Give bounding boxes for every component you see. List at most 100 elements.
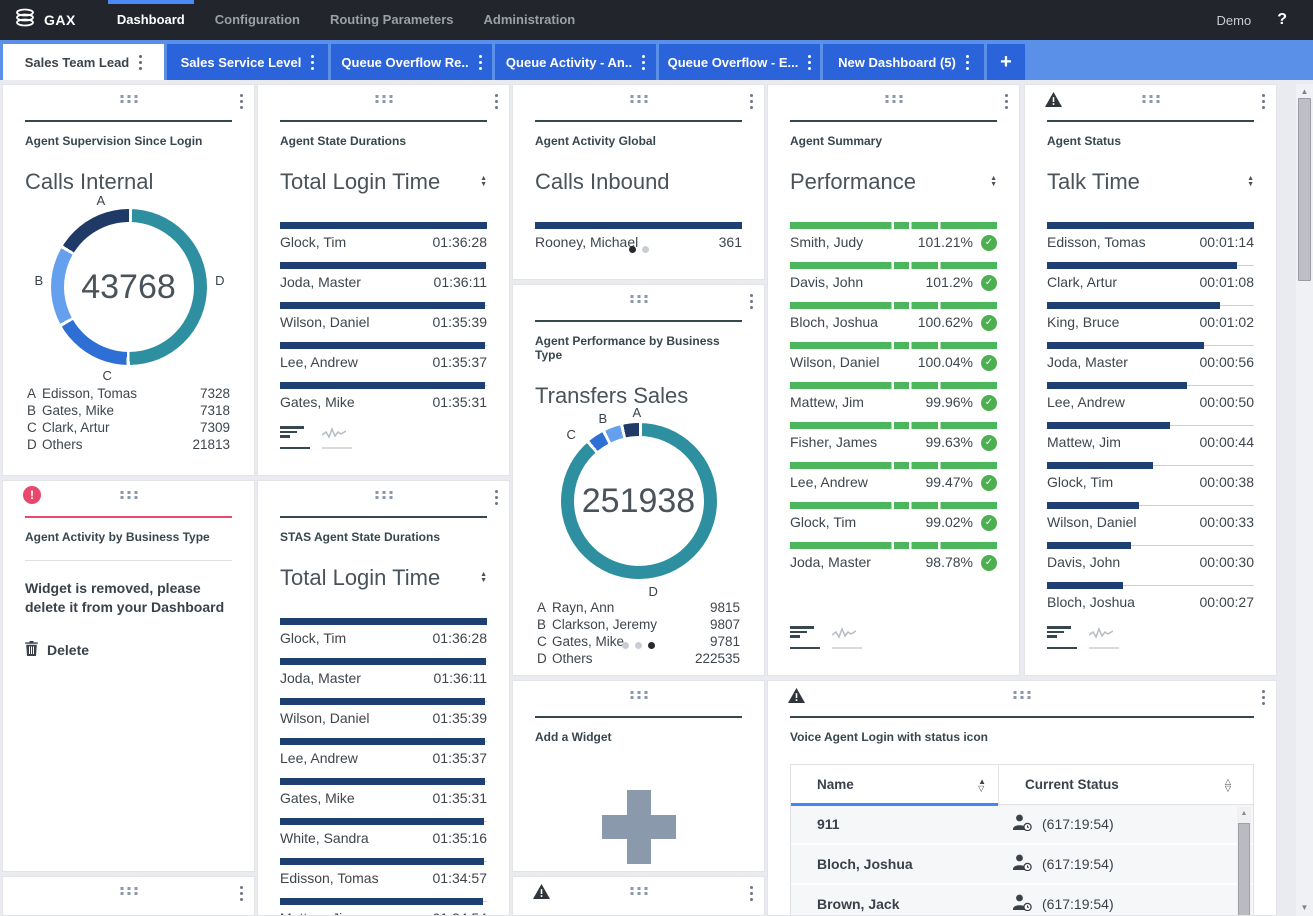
widget-menu-icon[interactable] (1262, 690, 1265, 705)
drag-handle-icon[interactable] (1142, 95, 1159, 103)
bar (280, 698, 486, 705)
legend-row: C Clark, Artur 7309 (27, 419, 230, 436)
check-icon: ✓ (981, 234, 997, 251)
page-dot[interactable] (635, 642, 642, 649)
page-dot[interactable] (641, 246, 649, 253)
drag-handle-icon[interactable] (630, 691, 647, 699)
help-icon[interactable]: ? (1277, 11, 1287, 28)
tab-menu-icon[interactable] (965, 54, 969, 70)
delete-widget-button[interactable]: Delete (25, 641, 115, 659)
slice-label-c: C (566, 427, 576, 442)
tab-new-dashboard-5[interactable]: New Dashboard (5) (823, 44, 984, 80)
legend-row: B Clarkson, Jeremy 9807 (537, 616, 740, 633)
tab-sales-service-level[interactable]: Sales Service Level (167, 44, 328, 80)
agent-name: Joda, Master (280, 670, 361, 686)
drag-handle-icon[interactable] (630, 95, 647, 103)
nav-administration[interactable]: Administration (483, 12, 576, 27)
widget-performance: Agent Summary Performance ▲ ▼ Smith, Judy 1… (767, 84, 1020, 676)
bar-view-icon[interactable] (790, 626, 820, 649)
table-row[interactable]: 911 (617:19:54) (791, 805, 1253, 845)
divider (280, 516, 487, 518)
list-item: Bloch, Joshua 00:00:27 (1047, 582, 1254, 611)
user-menu[interactable]: Demo (1216, 12, 1252, 28)
sparkline-view-icon[interactable] (1088, 626, 1119, 649)
status-value: (617:19:54) (1042, 816, 1114, 832)
page-scrollbar[interactable]: ▲ ▼ (1296, 84, 1313, 916)
tab-menu-icon[interactable] (478, 54, 482, 70)
bar-view-icon[interactable] (280, 426, 310, 449)
page-dot[interactable] (648, 642, 655, 649)
add-widget-button[interactable] (601, 790, 676, 864)
page-dot[interactable] (622, 642, 629, 649)
tab-queue-activity-an[interactable]: Queue Activity - An.. (495, 44, 656, 80)
widget-title: Transfers Sales (535, 383, 689, 408)
scroll-up-icon[interactable]: ▲ (1240, 810, 1248, 817)
tab-label: Sales Team Lead (24, 54, 130, 70)
widget-menu-icon[interactable] (1262, 94, 1265, 109)
widget-header (258, 85, 509, 115)
legend-name: Others (42, 437, 83, 452)
drag-handle-icon[interactable] (630, 887, 647, 895)
slice-label-a: A (632, 405, 642, 420)
scrollbar-thumb[interactable] (1238, 823, 1250, 915)
widget-source: Agent Activity by Business Type (25, 530, 210, 544)
list-item: Wilson, Daniel 100.04% ✓ (790, 342, 997, 371)
widget-menu-icon[interactable] (750, 294, 753, 309)
drag-handle-icon[interactable] (1013, 691, 1031, 699)
brand: GAX (14, 8, 76, 33)
sparkline-view-icon[interactable] (321, 426, 352, 449)
sort-icon[interactable]: ▲ ▽ (978, 776, 986, 793)
metric-value: 100.04% (917, 354, 973, 370)
status-value: (617:19:54) (1042, 896, 1114, 912)
tab-queue-overflow-re[interactable]: Queue Overflow Re.. (331, 44, 492, 80)
page-dot[interactable] (628, 246, 636, 253)
divider (25, 560, 232, 561)
agent-name: Joda, Master (280, 274, 361, 290)
widget-menu-icon[interactable] (750, 94, 753, 109)
drag-handle-icon[interactable] (885, 95, 902, 103)
widget-menu-icon[interactable] (495, 490, 498, 505)
column-header-name[interactable]: Name ▲ ▽ (791, 765, 999, 806)
drag-handle-icon[interactable] (630, 295, 647, 303)
sort-icon[interactable]: ▲ ▼ (990, 175, 997, 188)
scroll-up-icon[interactable]: ▲ (1300, 87, 1309, 96)
list-item: Mattew, Jim 99.96% ✓ (790, 382, 997, 411)
drag-handle-icon[interactable] (375, 95, 392, 103)
column-header-current-status[interactable]: Current Status △ ▽ (999, 765, 1253, 804)
drag-handle-icon[interactable] (375, 491, 392, 499)
tab-menu-icon[interactable] (808, 54, 812, 70)
bar-view-icon[interactable] (1047, 626, 1077, 649)
nav-configuration[interactable]: Configuration (214, 12, 300, 27)
table-row[interactable]: Bloch, Joshua (617:19:54) (791, 845, 1253, 885)
table-row[interactable]: Brown, Jack (617:19:54) (791, 885, 1253, 915)
sort-icon[interactable]: ▲ ▼ (480, 571, 487, 584)
nav-dashboard[interactable]: Dashboard (102, 0, 200, 40)
drag-handle-icon[interactable] (120, 887, 137, 895)
sparkline-view-icon[interactable] (831, 626, 862, 649)
tab-menu-icon[interactable] (642, 54, 646, 70)
drag-handle-icon[interactable] (120, 95, 137, 103)
widget-menu-icon[interactable] (495, 94, 498, 109)
sort-icon[interactable]: ▲ ▼ (1247, 175, 1254, 188)
drag-handle-icon[interactable] (120, 491, 137, 499)
scrollbar-thumb[interactable] (1298, 98, 1311, 281)
tab-queue-overflow-e[interactable]: Queue Overflow - E... (659, 44, 820, 80)
tab-menu-icon[interactable] (139, 54, 143, 70)
widget-menu-icon[interactable] (750, 886, 753, 901)
widget-menu-icon[interactable] (240, 94, 243, 109)
sort-icon[interactable]: ▲ ▼ (480, 175, 487, 188)
widget-menu-icon[interactable] (1005, 94, 1008, 109)
warning-icon (788, 688, 805, 708)
list-item: Gates, Mike 01:35:31 (280, 382, 487, 411)
add-dashboard-tab-button[interactable]: + (987, 44, 1025, 80)
widget-menu-icon[interactable] (240, 886, 243, 901)
nav-routing-parameters[interactable]: Routing Parameters (329, 12, 454, 27)
agent-name: Gates, Mike (280, 394, 355, 410)
table-scrollbar[interactable]: ▲ (1237, 807, 1251, 915)
agent-name: Glock, Tim (790, 514, 857, 530)
tab-menu-icon[interactable] (311, 54, 315, 70)
sort-icon[interactable]: △ ▽ (1224, 776, 1231, 793)
tab-sales-team-lead[interactable]: Sales Team Lead (3, 44, 164, 80)
bar (280, 738, 486, 745)
scroll-down-icon[interactable]: ▼ (1300, 903, 1309, 912)
